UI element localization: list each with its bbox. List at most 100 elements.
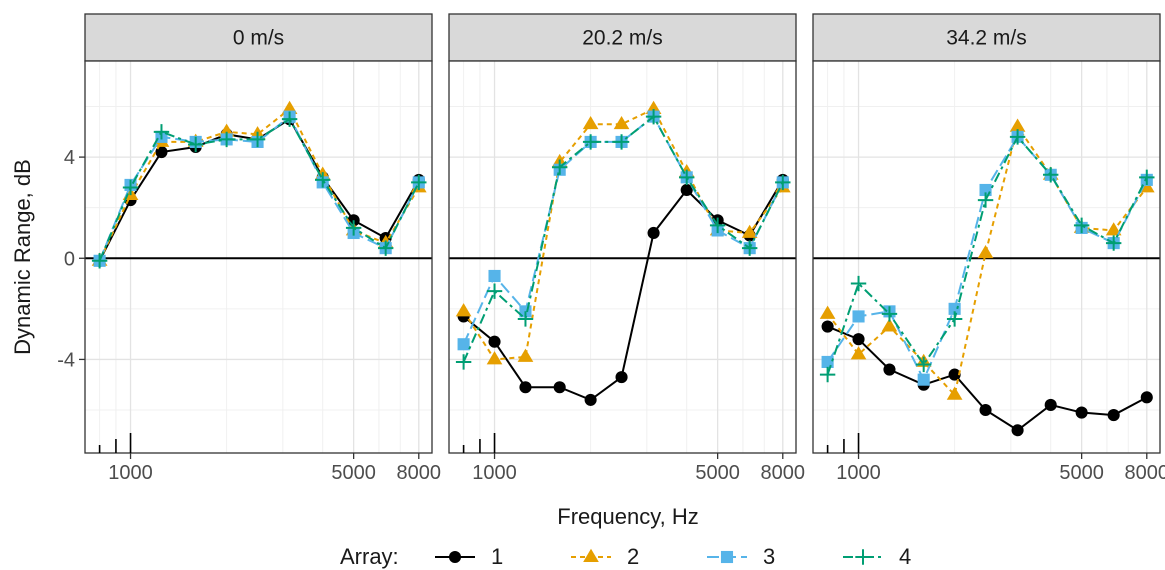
data-point xyxy=(1009,118,1026,132)
legend-label: 4 xyxy=(899,544,911,569)
x-axis-title: Frequency, Hz xyxy=(557,504,698,529)
data-point xyxy=(917,373,930,386)
panel-border xyxy=(812,60,1161,454)
data-point xyxy=(1044,398,1057,411)
legend: Array: 1 2 3 4 xyxy=(340,544,911,569)
data-point xyxy=(680,183,693,197)
data-point xyxy=(946,311,963,327)
data-point xyxy=(377,240,394,256)
y-tick-label: 4 xyxy=(64,147,75,169)
data-point xyxy=(1105,222,1122,236)
data-point xyxy=(486,283,503,299)
data-point xyxy=(852,310,865,323)
legend-label: 3 xyxy=(763,544,775,569)
y-tick-label: -4 xyxy=(57,349,75,371)
facet-strip xyxy=(448,13,797,62)
data-point xyxy=(613,134,630,150)
legend-item: 2 xyxy=(571,544,639,569)
data-point xyxy=(582,134,599,150)
data-point xyxy=(819,305,836,319)
data-point xyxy=(881,306,898,322)
data-point xyxy=(249,131,266,148)
data-point xyxy=(551,159,568,175)
data-point xyxy=(411,174,427,191)
data-point xyxy=(915,356,932,373)
data-point xyxy=(615,371,628,384)
legend-label: 2 xyxy=(627,544,639,569)
x-tick-label: 8000 xyxy=(397,462,442,484)
data-point xyxy=(519,381,532,394)
series-line-2 xyxy=(462,107,784,361)
data-point xyxy=(948,302,961,315)
data-point xyxy=(741,240,758,256)
data-point xyxy=(883,363,896,376)
data-point xyxy=(850,346,867,360)
data-point xyxy=(709,217,726,234)
data-point xyxy=(457,338,470,351)
data-point xyxy=(517,348,534,362)
data-point xyxy=(948,368,961,381)
facet-label: 0 m/s xyxy=(233,27,284,50)
data-point xyxy=(645,108,662,125)
data-point xyxy=(455,303,472,317)
data-point xyxy=(153,124,170,140)
data-point xyxy=(741,224,758,238)
legend-item: 3 xyxy=(707,544,775,569)
data-point xyxy=(455,354,472,370)
data-point xyxy=(1105,235,1122,251)
data-point xyxy=(281,111,298,127)
data-point xyxy=(488,335,501,348)
facet-label: 34.2 m/s xyxy=(946,27,1027,50)
data-point xyxy=(345,220,362,236)
data-point xyxy=(1107,409,1120,422)
data-point xyxy=(850,275,867,292)
data-point xyxy=(1011,424,1024,437)
y-axis: -4 0 4 xyxy=(57,147,85,371)
data-point xyxy=(486,351,503,365)
y-tick-label: 0 xyxy=(64,248,75,270)
data-point xyxy=(979,403,992,417)
data-point xyxy=(881,318,898,332)
data-point xyxy=(679,169,695,186)
legend-label: 1 xyxy=(491,544,503,569)
data-point xyxy=(821,355,834,369)
x-tick-label: 8000 xyxy=(761,462,806,484)
data-point xyxy=(553,381,566,394)
panel-border xyxy=(448,60,797,454)
legend-key-marker xyxy=(855,549,871,565)
data-point xyxy=(1073,217,1090,234)
x-tick-label: 1000 xyxy=(108,462,153,484)
data-point xyxy=(1043,167,1059,183)
data-point xyxy=(775,174,791,191)
data-point xyxy=(821,320,834,333)
facet-panel: 0 m/s 1000 5000 8000 xyxy=(84,13,442,484)
data-point xyxy=(613,115,630,130)
data-point xyxy=(582,115,599,130)
legend-key-marker xyxy=(583,548,599,562)
legend-item: 1 xyxy=(435,544,503,569)
data-point xyxy=(122,179,139,196)
data-point xyxy=(1140,391,1153,404)
data-point xyxy=(977,244,994,259)
facet-panel: 34.2 m/s 1000 5000 8000 xyxy=(812,13,1165,484)
data-point xyxy=(977,192,994,208)
data-point xyxy=(819,366,836,383)
data-point xyxy=(488,269,501,283)
x-tick-label: 8000 xyxy=(1125,462,1165,484)
data-point xyxy=(91,253,108,269)
series-line-3 xyxy=(98,115,420,262)
data-point xyxy=(584,393,597,406)
facet-label: 20.2 m/s xyxy=(582,27,663,50)
data-point xyxy=(647,226,660,240)
data-point xyxy=(1009,129,1026,145)
data-point xyxy=(1139,169,1155,186)
data-point xyxy=(946,386,963,400)
legend-key-marker xyxy=(448,550,462,564)
x-tick-label: 5000 xyxy=(331,462,376,484)
panel-border xyxy=(84,60,433,454)
facet-panel: 20.2 m/s 1000 5000 8000 xyxy=(448,13,806,484)
plot-area xyxy=(85,61,432,453)
legend-item: 4 xyxy=(843,544,911,569)
